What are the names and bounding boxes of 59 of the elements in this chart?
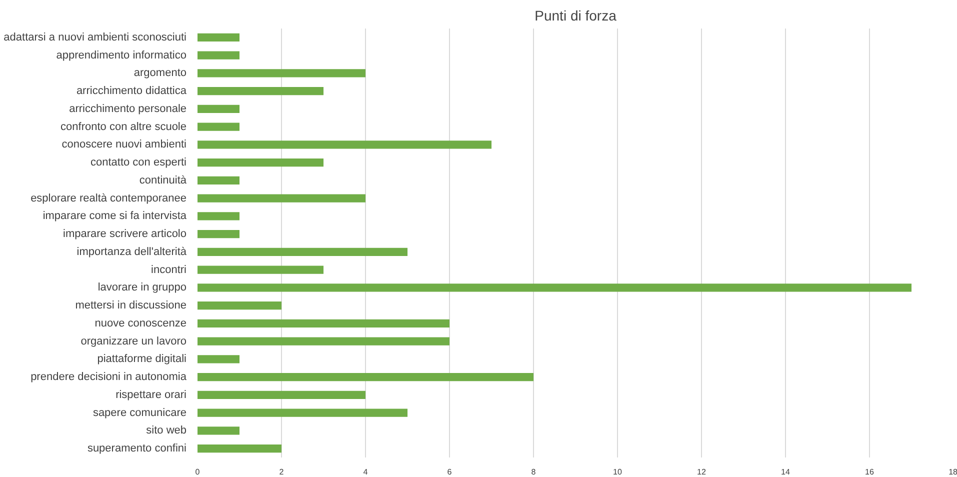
x-tick-label: 10 — [613, 468, 622, 476]
y-tick-label: argomento — [134, 67, 187, 80]
x-tick-label: 12 — [697, 468, 706, 476]
y-tick-label: importanza dell'alterità — [76, 246, 188, 258]
y-tick-label: apprendimento informatico — [56, 49, 187, 62]
y-tick-label: adattarsi a nuovi ambienti sconosciuti — [4, 31, 187, 44]
bar — [198, 194, 366, 202]
y-tick-label: continuità — [139, 174, 188, 186]
bar — [198, 69, 366, 78]
y-tick-label: conoscere nuovi ambienti — [62, 138, 187, 151]
bar — [198, 158, 324, 167]
bar — [198, 87, 324, 96]
bar — [198, 373, 534, 382]
bar — [198, 140, 492, 149]
y-tick-label: superamento confini — [87, 442, 187, 455]
x-tick-label: 2 — [279, 468, 284, 476]
y-tick-label: esplorare realtà contemporanee — [30, 192, 187, 204]
x-tick-label: 0 — [195, 468, 200, 476]
bar — [198, 104, 240, 113]
bar — [198, 266, 324, 274]
y-tick-label: imparare come si fa intervista — [42, 210, 188, 222]
bar — [198, 337, 450, 346]
bar — [198, 319, 450, 328]
y-tick-label: arricchimento personale — [69, 102, 186, 115]
y-tick-label: mettersi in discussione — [75, 300, 187, 312]
y-tick-label: sito web — [146, 424, 187, 437]
bar — [198, 248, 408, 256]
y-tick-label: confronto con altre scuole — [60, 120, 187, 133]
y-tick-label: imparare scrivere articolo — [63, 228, 187, 240]
x-tick-label: 18 — [948, 468, 957, 476]
bar — [198, 33, 240, 42]
bar — [198, 426, 240, 435]
x-tick-label: 16 — [865, 468, 874, 476]
bar — [198, 284, 912, 292]
y-tick-label: arricchimento didattica — [76, 85, 188, 98]
y-tick-label: rispettare orari — [116, 388, 187, 401]
y-tick-label: incontri — [151, 264, 187, 276]
x-tick-label: 4 — [363, 468, 368, 476]
bar — [198, 176, 240, 184]
bar — [198, 230, 240, 238]
y-tick-label: lavorare in gruppo — [98, 282, 187, 294]
chart-title: Punti di forza — [534, 8, 617, 24]
x-tick-label: 14 — [781, 468, 790, 476]
bar — [198, 302, 282, 310]
bar — [198, 355, 240, 364]
y-tick-label: contatto con esperti — [90, 156, 187, 169]
y-tick-label: piattaforme digitali — [97, 353, 187, 366]
y-tick-label: organizzare un lavoro — [80, 335, 187, 348]
bar — [198, 212, 240, 220]
bar — [198, 51, 240, 60]
y-tick-label: nuove conoscenze — [94, 317, 186, 330]
bar — [198, 408, 408, 417]
y-tick-label: sapere comunicare — [92, 406, 187, 419]
x-tick-label: 8 — [531, 468, 536, 476]
y-tick-label: prendere decisioni in autonomia — [30, 371, 188, 384]
bar — [198, 390, 366, 399]
bar — [198, 122, 240, 131]
x-tick-label: 6 — [447, 468, 452, 476]
bar — [198, 444, 282, 453]
